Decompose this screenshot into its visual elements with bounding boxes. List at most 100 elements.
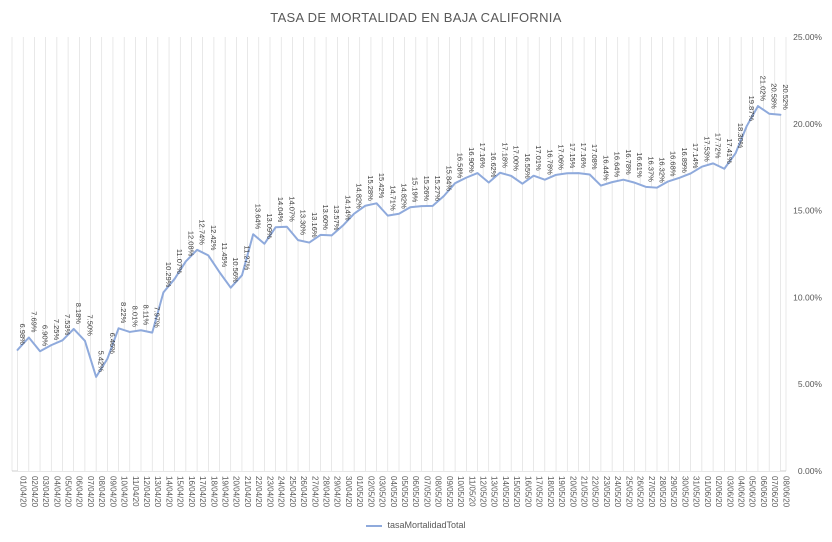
data-label: 17.08% — [590, 144, 599, 170]
data-point — [633, 181, 636, 184]
data-point — [555, 174, 557, 176]
data-label: 17.41% — [725, 138, 734, 164]
x-tick-label: 07/06/20 — [770, 476, 779, 508]
data-point — [173, 278, 176, 280]
data-point — [779, 113, 782, 116]
data-point — [757, 105, 759, 107]
data-point — [241, 274, 243, 277]
data-label: 17.15% — [568, 143, 577, 169]
data-label: 10.56% — [231, 257, 240, 283]
data-point — [375, 202, 378, 205]
data-point — [398, 212, 400, 215]
data-label: 12.74% — [198, 219, 207, 245]
data-label: 17.53% — [702, 136, 711, 162]
data-point — [734, 152, 737, 155]
chart-title: TASA DE MORTALIDAD EN BAJA CALIFORNIA — [270, 10, 562, 25]
x-tick-label: 09/04/20 — [108, 476, 117, 508]
data-point — [622, 178, 625, 181]
data-label: 15.27% — [433, 175, 442, 201]
data-point — [286, 225, 288, 228]
x-tick-label: 21/04/20 — [243, 476, 252, 508]
data-label: 11.45% — [220, 242, 229, 267]
data-label: 16.89% — [680, 147, 689, 173]
data-point — [510, 175, 512, 177]
x-tick-label: 01/06/20 — [703, 476, 712, 508]
x-tick-label: 29/05/20 — [669, 476, 678, 508]
x-tick-label: 14/05/20 — [501, 476, 510, 508]
data-point — [117, 327, 120, 330]
data-label: 11.27% — [242, 245, 251, 270]
data-label: 12.08% — [186, 231, 195, 257]
data-label: 6.98% — [18, 324, 27, 346]
data-point — [566, 172, 569, 175]
data-point — [61, 339, 64, 342]
data-label: 13.64% — [254, 204, 263, 230]
data-label: 6.90% — [41, 325, 50, 347]
data-point — [532, 174, 535, 177]
data-label: 14.71% — [388, 185, 397, 211]
data-point — [185, 260, 187, 263]
data-label: 15.28% — [366, 175, 375, 201]
x-tick-label: 30/05/20 — [680, 476, 689, 508]
x-tick-label: 27/04/20 — [310, 476, 319, 508]
x-tick-label: 26/04/20 — [299, 476, 308, 508]
data-point — [712, 162, 714, 165]
data-label: 13.60% — [321, 204, 330, 230]
data-point — [544, 178, 546, 181]
data-label: 8.18% — [74, 303, 83, 325]
data-point — [409, 206, 412, 209]
data-label: 14.82% — [355, 183, 364, 209]
x-tick-label: 08/05/20 — [434, 476, 443, 508]
data-point — [420, 205, 423, 207]
data-label: 18.30% — [736, 123, 745, 149]
x-tick-label: 02/05/20 — [366, 476, 375, 508]
data-point — [106, 358, 109, 360]
data-label: 13.16% — [310, 212, 319, 238]
x-tick-label: 18/04/20 — [209, 476, 218, 508]
data-point — [701, 165, 703, 168]
data-label: 16.62% — [489, 152, 498, 178]
x-tick-label: 22/04/20 — [254, 476, 263, 508]
data-point — [644, 186, 647, 188]
data-label: 17.06% — [557, 144, 566, 170]
x-tick-label: 06/06/20 — [759, 476, 768, 508]
y-tick-label: 15.00% — [793, 206, 822, 216]
data-point — [364, 204, 367, 207]
x-tick-label: 08/04/20 — [97, 476, 106, 508]
data-point — [28, 336, 30, 339]
x-tick-label: 22/05/20 — [591, 476, 600, 508]
x-tick-label: 06/04/20 — [75, 476, 84, 508]
x-tick-label: 23/05/20 — [602, 476, 611, 508]
data-label: 21.02% — [758, 76, 767, 102]
data-label: 16.64% — [613, 152, 622, 178]
x-tick-label: 10/05/20 — [456, 476, 465, 508]
data-point — [308, 241, 311, 244]
x-tick-label: 28/05/20 — [658, 476, 667, 508]
legend: tasaMortalidadTotal — [0, 520, 832, 530]
x-tick-label: 03/05/20 — [378, 476, 387, 508]
x-tick-label: 13/05/20 — [490, 476, 499, 508]
x-tick-label: 23/04/20 — [265, 476, 274, 508]
x-tick-label: 08/06/20 — [781, 476, 790, 508]
data-point — [443, 195, 445, 197]
data-point — [611, 181, 613, 183]
data-point — [252, 233, 254, 236]
data-label: 17.16% — [579, 143, 588, 169]
y-axis-ticks: 0.00% 5.00% 10.00% 15.00% 20.00% 25.00% — [793, 32, 822, 476]
data-point — [454, 182, 456, 184]
x-tick-label: 07/05/20 — [422, 476, 431, 508]
x-tick-label: 25/05/20 — [624, 476, 633, 508]
data-label: 7.69% — [29, 311, 38, 333]
x-tick-label: 16/04/20 — [187, 476, 196, 508]
data-point — [330, 234, 333, 237]
data-label: 17.18% — [500, 142, 509, 168]
data-point — [162, 291, 165, 294]
data-point — [745, 125, 748, 127]
x-tick-label: 25/04/20 — [288, 476, 297, 508]
data-point — [588, 173, 591, 176]
data-point — [297, 239, 299, 241]
data-point — [386, 214, 389, 217]
x-tick-label: 10/04/20 — [120, 476, 129, 508]
data-point — [667, 180, 670, 183]
data-point — [128, 331, 131, 333]
